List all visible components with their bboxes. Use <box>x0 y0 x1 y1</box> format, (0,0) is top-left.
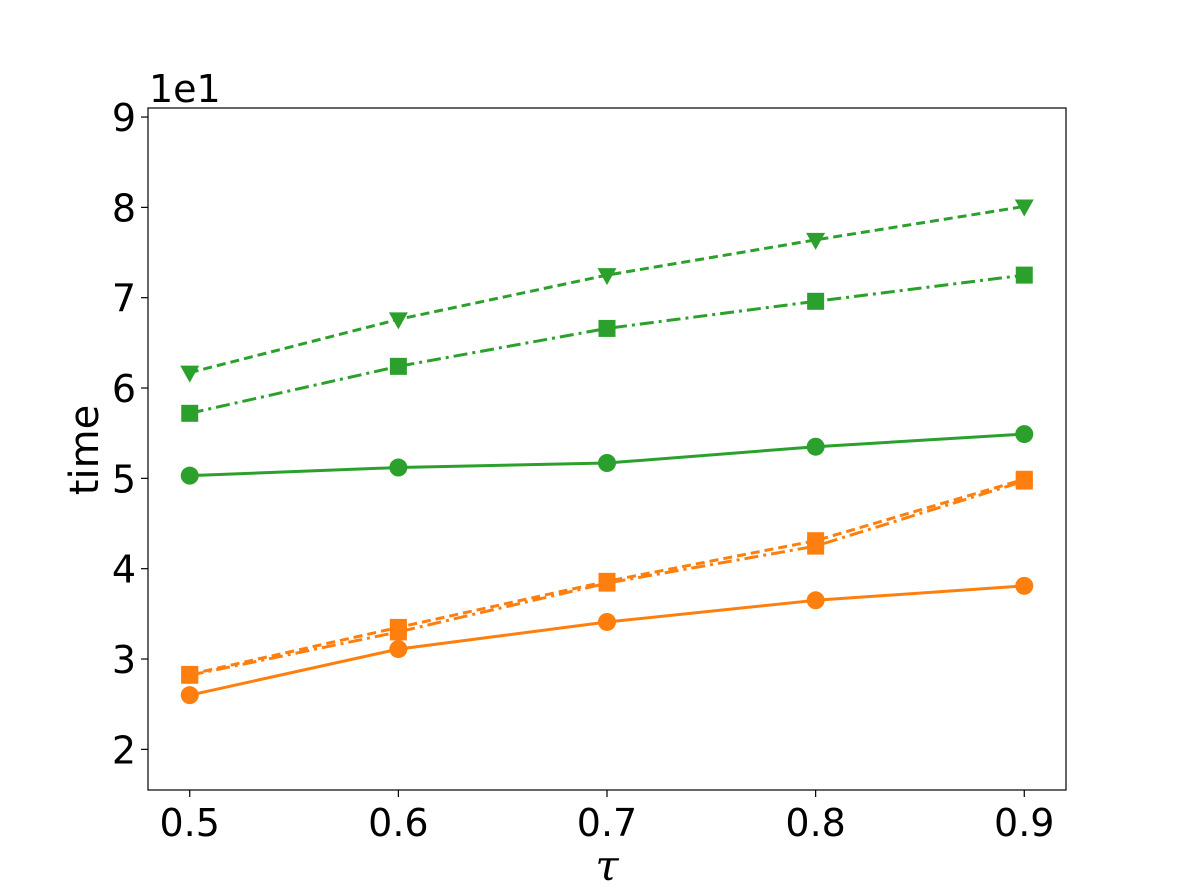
data-point-circle <box>180 466 199 485</box>
data-point-triangle <box>597 268 617 286</box>
data-point-square <box>807 537 825 555</box>
axis-ticks: 0.5 0.6 0.7 0.8 0.9 2 3 4 5 6 7 8 9 <box>112 96 1055 845</box>
data-point-circle <box>806 591 825 610</box>
data-point-circle <box>598 612 616 631</box>
y-offset-label: 1e1 <box>149 67 221 111</box>
data-point-square <box>1015 472 1033 490</box>
x-tick-label: 0.5 <box>160 801 220 845</box>
data-point-circle <box>806 437 825 456</box>
plot-area <box>147 107 1067 791</box>
y-tick-label: 7 <box>112 277 136 321</box>
y-tick-label: 9 <box>112 96 136 140</box>
data-point-circle <box>1015 576 1034 595</box>
data-point-square <box>389 623 407 641</box>
y-tick-label: 8 <box>112 186 136 230</box>
y-tick-label: 6 <box>112 367 136 411</box>
y-tick-label: 2 <box>112 728 136 772</box>
data-point-circle <box>1015 425 1034 444</box>
y-axis-label: time <box>62 405 108 495</box>
data-point-circle <box>389 458 408 477</box>
series-line <box>189 479 1025 677</box>
data-point-square <box>807 292 825 310</box>
x-tick-label: 0.7 <box>577 801 637 845</box>
x-tick-label: 0.6 <box>368 801 428 845</box>
data-point-triangle <box>1014 199 1034 217</box>
data-point-square <box>598 574 616 592</box>
series-line <box>189 584 1025 697</box>
y-tick-label: 5 <box>112 457 136 501</box>
data-point-square <box>181 404 199 422</box>
data-point-circle <box>389 640 408 659</box>
data-point-square <box>598 319 616 337</box>
data-point-square <box>389 357 407 375</box>
data-point-square <box>181 666 199 684</box>
axes-frame <box>147 107 1067 791</box>
x-tick-label: 0.8 <box>785 801 845 845</box>
data-point-triangle <box>806 232 826 250</box>
data-point-triangle <box>180 365 200 383</box>
x-axis-label: τ <box>595 841 619 888</box>
y-tick-label: 3 <box>112 638 136 682</box>
series-line <box>189 273 1025 415</box>
data-point-square <box>1015 266 1033 284</box>
series-line <box>189 204 1025 375</box>
data-point-triangle <box>388 312 408 330</box>
data-point-circle <box>180 686 199 705</box>
y-tick-label: 4 <box>112 548 136 592</box>
x-tick-label: 0.9 <box>994 801 1054 845</box>
data-point-circle <box>598 454 616 473</box>
